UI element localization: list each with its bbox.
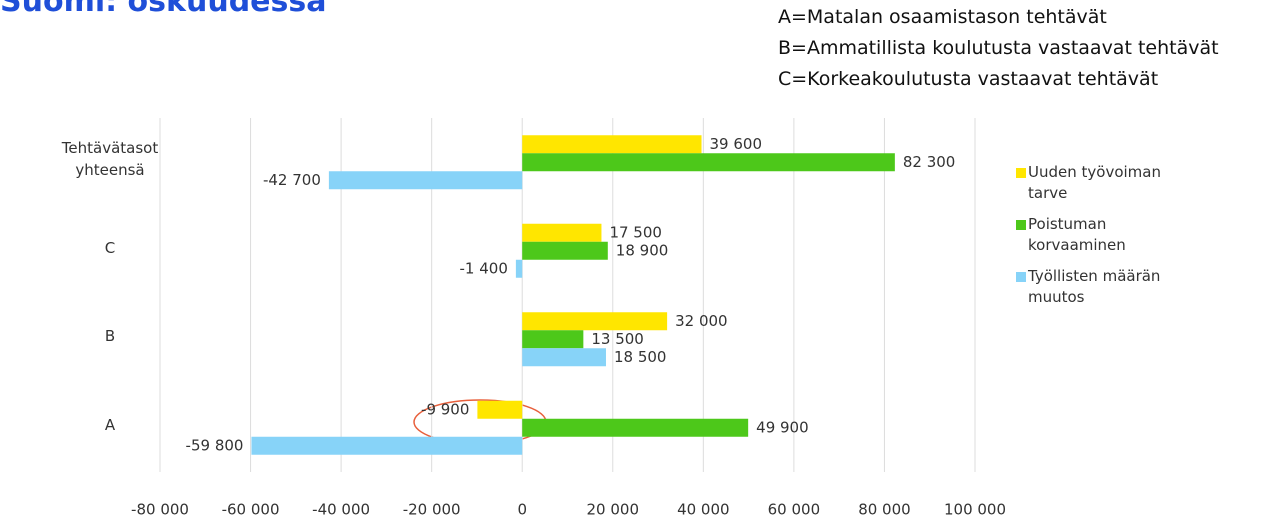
legend-swatch [1016,220,1026,230]
bar [522,241,608,260]
bar [515,259,523,278]
data-label: -42 700 [263,171,321,189]
x-tick-label: 40 000 [677,501,730,519]
bar [328,171,523,190]
data-label: -1 400 [460,259,508,277]
legend-label: Työllisten määrän muutos [1028,267,1161,306]
data-label: 82 300 [903,153,956,171]
bar [522,135,702,154]
x-tick-label: 80 000 [858,501,911,519]
x-tick-label: -80 000 [131,501,189,519]
legend-swatch [1016,168,1026,178]
legend-swatch [1016,272,1026,282]
y-tick-label: A [104,415,116,434]
bar [522,330,584,349]
x-tick-label: -60 000 [222,501,280,519]
bar [477,400,523,419]
data-label: 18 900 [616,241,669,259]
annotation: A=Matalan osaamistason tehtävät [778,6,1107,28]
annotation: B=Ammatillista koulutusta vastaavat teht… [778,37,1219,59]
data-label: 32 000 [675,312,728,330]
data-label: -59 800 [186,436,244,454]
bar [522,223,602,242]
legend-label: Poistuman korvaaminen [1028,215,1126,254]
bar [251,436,523,455]
data-label: 13 500 [591,330,644,348]
y-tick-label: Tehtävätasot yhteensä [61,139,159,180]
bar [522,348,606,367]
bar [522,312,668,331]
x-tick-label: 60 000 [768,501,821,519]
x-tick-label: -20 000 [403,501,461,519]
data-label: 17 500 [609,223,662,241]
data-label: -9 900 [421,400,469,418]
x-tick-label: 0 [517,501,527,519]
data-label: 49 900 [756,418,809,436]
x-tick-label: 100 000 [944,501,1006,519]
data-label: 18 500 [614,348,667,366]
x-tick-label: 20 000 [587,501,640,519]
bar [522,153,895,172]
annotation: C=Korkeakoulutusta vastaavat tehtävät [778,68,1159,90]
legend-label: Uuden työvoiman tarve [1028,163,1161,202]
chart-title: Suomi: oskuudessa [0,0,327,19]
data-label: 39 600 [710,135,763,153]
bar [522,418,749,437]
x-tick-label: -40 000 [312,501,370,519]
y-tick-label: B [104,327,116,346]
y-tick-label: C [104,238,116,257]
